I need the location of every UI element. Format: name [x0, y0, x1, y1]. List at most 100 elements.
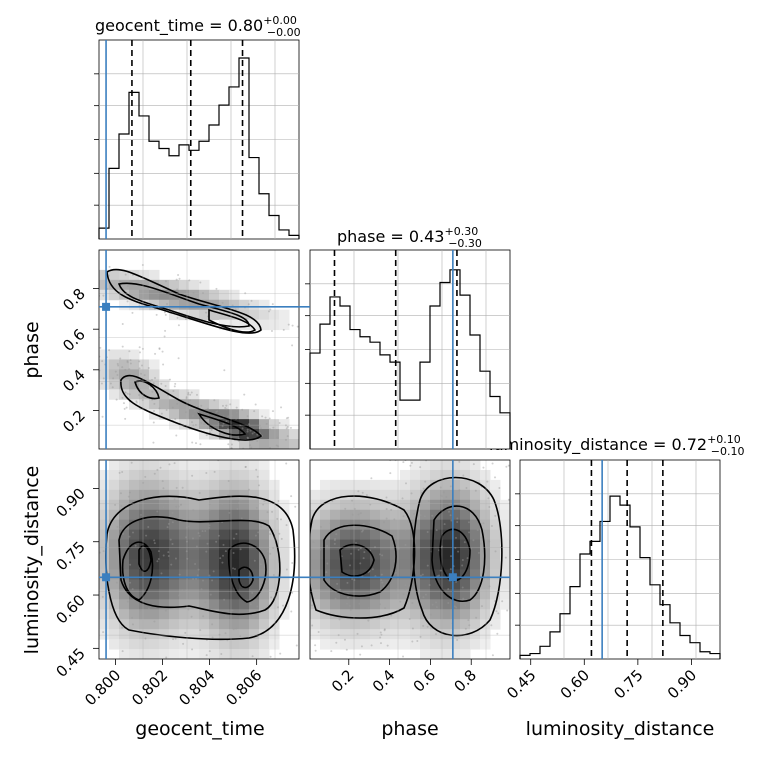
density-cell-luminosity-phase-77 [340, 629, 351, 640]
sample-dot-phase-geocent-time-66 [282, 328, 285, 331]
sample-dot-phase-geocent-time-219 [166, 303, 169, 306]
luminosity-distance-title: luminosity_distance = 0.72+0.10 −0.10 [489, 433, 745, 458]
density-cell-luminosity-phase-63 [340, 489, 351, 501]
density-cell-phase-geocent-time-146 [169, 309, 180, 321]
density-cell-luminosity-phase-285 [450, 509, 461, 521]
density-cell-luminosity-geocent-time-203 [199, 489, 210, 501]
density-cell-luminosity-geocent-time-54 [119, 599, 130, 610]
density-cell-luminosity-phase-228 [420, 539, 431, 551]
sample-dot-phase-geocent-time-309 [206, 407, 209, 410]
density-cell-luminosity-phase-239 [420, 649, 431, 659]
sample-dot-phase-geocent-time-156 [102, 377, 105, 380]
density-cell-luminosity-phase-232 [420, 579, 431, 590]
density-cell-luminosity-geocent-time-250 [219, 559, 230, 570]
sample-dot-luminosity-phase-333 [482, 466, 485, 469]
sample-dot-luminosity-geocent-time-80 [181, 486, 184, 489]
density-cell-luminosity-geocent-time-165 [179, 509, 190, 521]
density-cell-luminosity-geocent-time-325 [259, 509, 270, 521]
density-cell-luminosity-phase-319 [460, 649, 471, 659]
sample-dot-phase-geocent-time-174 [124, 391, 127, 394]
density-cell-luminosity-phase-386 [500, 519, 510, 531]
sample-dot-luminosity-geocent-time-89 [139, 609, 142, 612]
sample-dot-phase-geocent-time-73 [231, 304, 234, 307]
sample-dot-phase-geocent-time-282 [259, 427, 262, 430]
sample-dot-phase-geocent-time-202 [227, 443, 230, 446]
density-cell-luminosity-geocent-time-174 [179, 599, 190, 610]
sample-dot-phase-geocent-time-303 [119, 280, 122, 283]
sample-dot-luminosity-phase-246 [402, 655, 405, 658]
sample-dot-luminosity-geocent-time-82 [276, 517, 279, 520]
density-cell-phase-geocent-time-72 [129, 369, 140, 380]
sample-dot-luminosity-phase-86 [402, 515, 405, 518]
density-cell-luminosity-phase-238 [420, 639, 431, 650]
density-cell-luminosity-geocent-time-230 [209, 559, 220, 570]
sample-dot-luminosity-geocent-time-185 [153, 542, 156, 545]
sample-dot-luminosity-phase-30 [404, 584, 407, 587]
density-cell-luminosity-geocent-time-17 [99, 629, 110, 640]
density-cell-luminosity-geocent-time-339 [259, 649, 270, 659]
sample-dot-luminosity-geocent-time-74 [272, 574, 275, 577]
density-cell-luminosity-geocent-time-66 [129, 519, 140, 531]
sample-dot-luminosity-geocent-time-358 [290, 495, 293, 498]
density-cell-luminosity-phase-256 [430, 619, 441, 630]
sample-dot-phase-geocent-time-14 [271, 303, 274, 306]
sample-dot-luminosity-phase-103 [379, 636, 382, 639]
sample-dot-luminosity-phase-353 [449, 514, 452, 517]
density-cell-luminosity-geocent-time-38 [109, 639, 120, 650]
density-cell-luminosity-geocent-time-236 [209, 619, 220, 630]
density-cell-luminosity-phase-172 [390, 579, 401, 590]
sample-dot-luminosity-phase-115 [466, 557, 469, 560]
density-cell-phase-geocent-time-12 [99, 369, 110, 380]
sample-dot-luminosity-phase-290 [333, 539, 336, 542]
density-cell-luminosity-geocent-time-89 [139, 549, 150, 560]
density-cell-luminosity-phase-191 [400, 569, 411, 580]
density-cell-phase-geocent-time-183 [189, 279, 200, 291]
sample-dot-luminosity-phase-323 [490, 624, 493, 627]
density-cell-luminosity-phase-200 [410, 460, 421, 471]
density-cell-luminosity-geocent-time-159 [169, 649, 180, 659]
sample-dot-luminosity-phase-81 [454, 536, 457, 539]
sample-dot-luminosity-phase-42 [456, 521, 459, 524]
sample-dot-luminosity-phase-195 [494, 514, 497, 517]
sample-dot-phase-geocent-time-325 [152, 441, 155, 444]
sample-dot-luminosity-phase-110 [488, 506, 491, 509]
density-cell-luminosity-phase-66 [340, 519, 351, 531]
sample-dot-phase-geocent-time-47 [215, 287, 218, 290]
density-cell-luminosity-geocent-time-241 [219, 469, 230, 481]
density-cell-luminosity-phase-47 [330, 529, 341, 541]
density-cell-luminosity-geocent-time-102 [149, 479, 160, 491]
sample-dot-phase-geocent-time-223 [189, 407, 192, 410]
density-cell-luminosity-phase-368 [490, 539, 501, 551]
sample-dot-luminosity-phase-127 [426, 531, 429, 534]
density-cell-luminosity-geocent-time-109 [149, 549, 160, 560]
density-cell-phase-geocent-time-111 [149, 359, 160, 370]
sample-dot-luminosity-geocent-time-239 [119, 525, 122, 528]
sample-dot-phase-geocent-time-141 [285, 427, 288, 430]
density-cell-luminosity-phase-108 [360, 539, 371, 551]
density-cell-luminosity-phase-167 [390, 529, 401, 541]
density-cell-luminosity-phase-263 [440, 489, 451, 501]
sample-dot-luminosity-geocent-time-332 [211, 579, 214, 582]
sample-dot-luminosity-geocent-time-229 [140, 513, 143, 516]
density-cell-luminosity-geocent-time-373 [279, 589, 290, 600]
density-cell-luminosity-phase-294 [450, 599, 461, 610]
sample-dot-luminosity-geocent-time-165 [211, 623, 214, 626]
sample-dot-phase-geocent-time-215 [121, 366, 124, 369]
density-cell-luminosity-geocent-time-135 [159, 609, 170, 620]
density-cell-phase-geocent-time-157 [169, 419, 180, 430]
density-cell-luminosity-phase-302 [460, 479, 471, 491]
sample-dot-phase-geocent-time-139 [140, 372, 143, 375]
density-cell-luminosity-geocent-time-312 [249, 579, 260, 590]
density-cell-phase-geocent-time-11 [99, 359, 110, 370]
sample-dot-luminosity-phase-326 [506, 609, 509, 612]
density-cell-luminosity-phase-385 [500, 509, 510, 521]
density-cell-luminosity-phase-373 [490, 589, 501, 600]
density-cell-phase-geocent-time-32 [109, 369, 120, 380]
density-cell-phase-geocent-time-3 [99, 279, 110, 291]
density-cell-phase-geocent-time-136 [159, 409, 170, 420]
density-cell-luminosity-phase-90 [350, 559, 361, 570]
sample-dot-luminosity-geocent-time-298 [221, 554, 224, 557]
sample-dot-luminosity-geocent-time-91 [227, 494, 230, 497]
sample-dot-luminosity-phase-19 [439, 569, 442, 572]
density-cell-luminosity-geocent-time-162 [179, 479, 190, 491]
